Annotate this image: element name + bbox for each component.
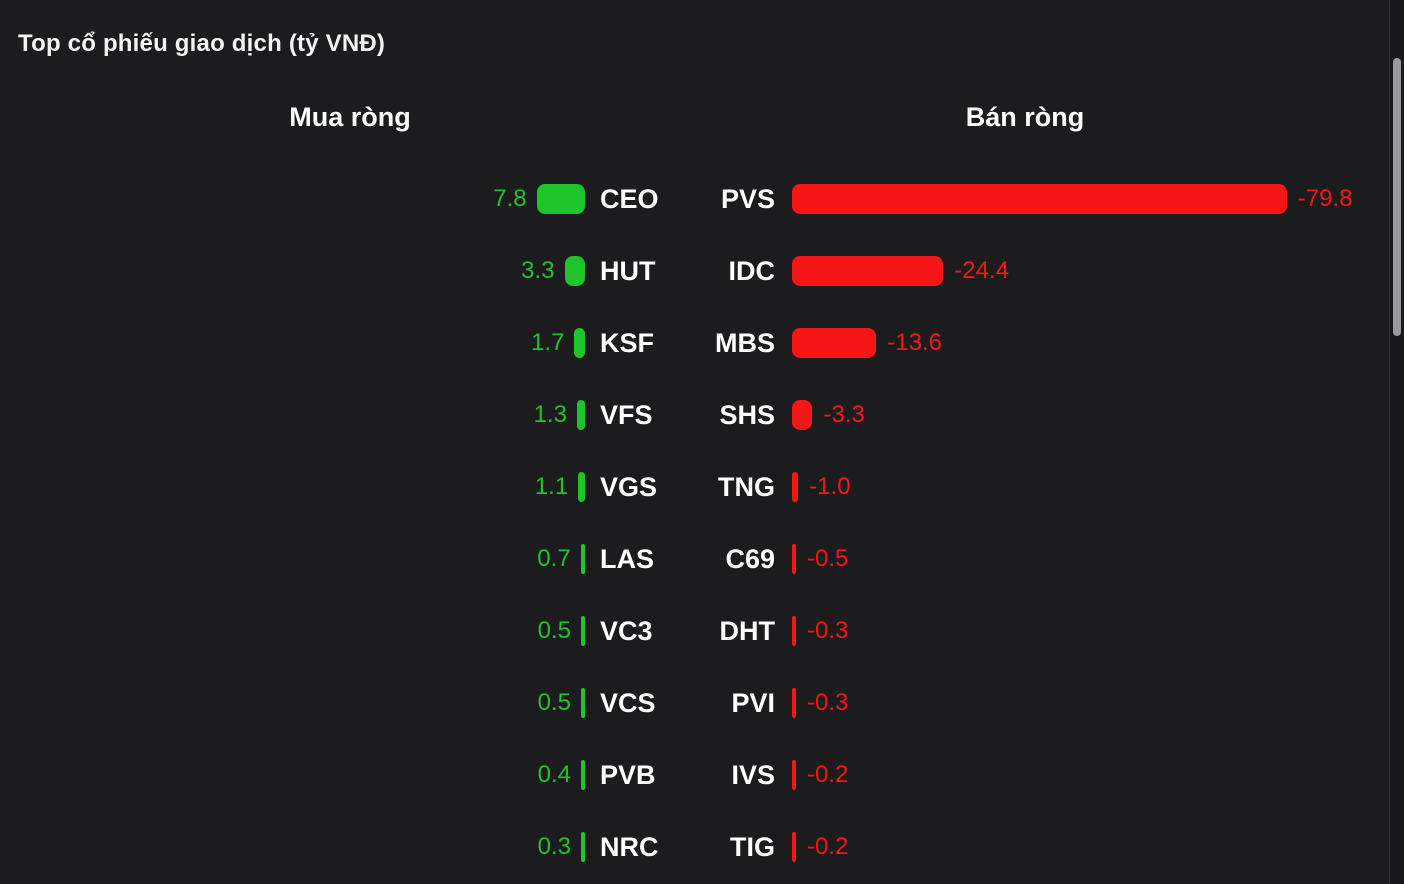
buy-side: 3.3 (0, 256, 585, 286)
chart-row: 3.3 HUT IDC -24.4 (0, 235, 1388, 307)
sell-side: -1.0 (775, 472, 1388, 502)
buy-ticker-label: VFS (600, 399, 653, 430)
buy-side: 0.3 (0, 832, 585, 862)
sell-value-label: -0.5 (807, 545, 849, 572)
buy-ticker-label: LAS (600, 543, 654, 574)
sell-value-label: -0.3 (807, 689, 849, 716)
buy-value-label: 1.7 (531, 329, 565, 356)
buy-bar[interactable] (581, 760, 585, 790)
sell-side: -13.6 (775, 328, 1388, 358)
chart-row: 0.5 VCS PVI -0.3 (0, 667, 1388, 739)
sell-ticker-label: TIG (730, 831, 775, 862)
sell-value-label: -1.0 (809, 473, 851, 500)
buy-bar[interactable] (564, 256, 585, 286)
buy-bar[interactable] (576, 400, 585, 430)
sell-side: -24.4 (775, 256, 1388, 286)
sell-bar[interactable] (792, 760, 796, 790)
buy-ticker-label: CEO (600, 183, 659, 214)
buy-value-label: 7.8 (493, 185, 527, 212)
buy-ticker-label: KSF (600, 327, 654, 358)
sell-bar[interactable] (792, 544, 796, 574)
buy-bar[interactable] (536, 184, 585, 214)
sell-bar[interactable] (792, 184, 1287, 214)
buy-side: 0.5 (0, 688, 585, 718)
chart-row: 0.4 PVB IVS -0.2 (0, 739, 1388, 811)
sell-ticker-label: PVI (731, 687, 775, 718)
sell-ticker-label: MBS (715, 327, 775, 358)
buy-ticker-label: VGS (600, 471, 658, 502)
sell-ticker-label: SHS (719, 399, 775, 430)
chart-row: 1.3 VFS SHS -3.3 (0, 379, 1388, 451)
sell-value-label: -79.8 (1297, 185, 1353, 212)
panel-title: Top cổ phiếu giao dịch (tỷ VNĐ) (18, 30, 386, 57)
sell-value-label: -0.3 (807, 617, 849, 644)
buy-side: 7.8 (0, 184, 585, 214)
sell-side: -3.3 (775, 400, 1388, 430)
sell-column-header: Bán ròng (965, 102, 1085, 132)
sell-ticker-label: C69 (725, 543, 775, 574)
net-value-bar-chart: 7.8 CEO PVS -79.8 3.3 HUT IDC -24.4 1.7 … (0, 163, 1388, 883)
buy-value-label: 1.3 (533, 401, 567, 428)
chart-row: 1.1 VGS TNG -1.0 (0, 451, 1388, 523)
buy-bar[interactable] (581, 616, 585, 646)
buy-value-label: 0.4 (537, 761, 571, 788)
chart-row: 7.8 CEO PVS -79.8 (0, 163, 1388, 235)
sell-value-label: -0.2 (807, 761, 849, 788)
sell-side: -79.8 (775, 184, 1388, 214)
chart-row: 1.7 KSF MBS -13.6 (0, 307, 1388, 379)
sell-ticker-label: DHT (719, 615, 776, 646)
sell-side: -0.2 (775, 760, 1388, 790)
sell-bar[interactable] (792, 616, 796, 646)
sell-side: -0.5 (775, 544, 1388, 574)
chart-row: 0.3 NRC TIG -0.2 (0, 811, 1388, 883)
chart-row: 0.5 VC3 DHT -0.3 (0, 595, 1388, 667)
chart-row: 0.7 LAS C69 -0.5 (0, 523, 1388, 595)
sell-bar[interactable] (792, 688, 796, 718)
buy-value-label: 1.1 (534, 473, 569, 500)
buy-ticker-label: NRC (600, 831, 659, 862)
buy-ticker-label: HUT (600, 255, 656, 286)
buy-side: 0.5 (0, 616, 585, 646)
sell-side: -0.3 (775, 688, 1388, 718)
buy-value-label: 0.5 (537, 617, 571, 644)
scrollbar-thumb[interactable] (1393, 58, 1401, 336)
buy-bar[interactable] (574, 328, 585, 358)
sell-ticker-label: PVS (720, 183, 775, 214)
buy-side: 1.7 (0, 328, 585, 358)
sell-value-label: -13.6 (887, 329, 943, 356)
sell-value-label: -3.3 (823, 401, 865, 428)
sell-ticker-label: IVS (731, 759, 775, 790)
sell-ticker-label: IDC (728, 255, 776, 286)
buy-value-label: 3.3 (521, 257, 555, 284)
sell-value-label: -24.4 (954, 257, 1009, 284)
sell-bar[interactable] (792, 832, 796, 862)
sell-ticker-label: TNG (718, 471, 775, 502)
vertical-scrollbar[interactable] (1389, 0, 1404, 884)
sell-bar[interactable] (792, 328, 877, 358)
sell-bar[interactable] (792, 400, 813, 430)
buy-bar[interactable] (578, 472, 585, 502)
buy-side: 1.1 (0, 472, 585, 502)
buy-side: 1.3 (0, 400, 585, 430)
buy-column-header: Mua ròng (289, 102, 411, 132)
buy-value-label: 0.5 (537, 689, 571, 716)
sell-value-label: -0.2 (807, 833, 849, 860)
sell-bar[interactable] (792, 256, 944, 286)
buy-side: 0.4 (0, 760, 585, 790)
buy-ticker-label: VCS (600, 687, 656, 718)
sell-side: -0.3 (775, 616, 1388, 646)
buy-value-label: 0.7 (537, 545, 571, 572)
buy-bar[interactable] (580, 544, 585, 574)
buy-value-label: 0.3 (537, 833, 571, 860)
buy-bar[interactable] (581, 688, 585, 718)
buy-side: 0.7 (0, 544, 585, 574)
buy-ticker-label: PVB (600, 759, 656, 790)
buy-bar[interactable] (581, 832, 585, 862)
sell-side: -0.2 (775, 832, 1388, 862)
buy-ticker-label: VC3 (600, 615, 653, 646)
sell-bar[interactable] (792, 472, 799, 502)
